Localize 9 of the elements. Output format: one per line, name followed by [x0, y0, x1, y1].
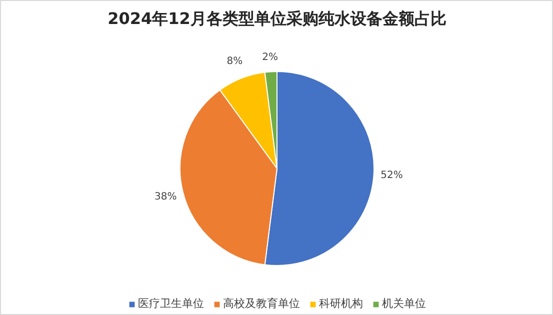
data-label: 8% [226, 56, 243, 68]
legend-label: 机关单位 [382, 296, 426, 311]
legend-label: 医疗卫生单位 [138, 296, 204, 311]
legend-label: 科研机构 [319, 296, 363, 311]
legend-label: 高校及教育单位 [223, 296, 300, 311]
chart-title: 2024年12月各类型单位采购纯水设备金额占比 [108, 9, 446, 28]
data-label: 2% [262, 52, 278, 64]
data-label: 38% [154, 192, 177, 203]
data-label: 52% [380, 170, 403, 182]
